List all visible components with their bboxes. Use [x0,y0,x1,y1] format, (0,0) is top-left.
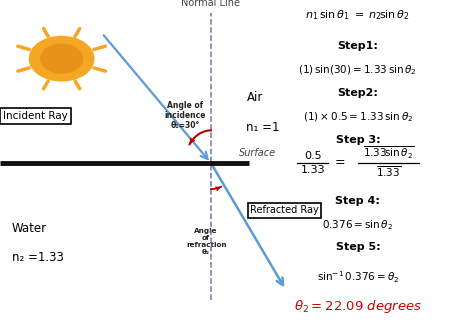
Text: Air: Air [246,91,263,104]
Text: $\overline{1.33}$: $\overline{1.33}$ [376,165,401,179]
Text: Angle
of
refraction
θ₂: Angle of refraction θ₂ [186,228,227,255]
Text: $\overline{1.33\!\sin\theta_2}$: $\overline{1.33\!\sin\theta_2}$ [363,145,414,161]
Text: n₂ =1.33: n₂ =1.33 [12,251,64,264]
Text: Step 3:: Step 3: [336,135,380,145]
Text: Refracted Ray: Refracted Ray [250,205,319,215]
Circle shape [41,44,82,73]
Text: Incident Ray: Incident Ray [3,111,68,121]
Circle shape [29,37,94,81]
Text: Step2:: Step2: [337,88,378,98]
Text: Step 5:: Step 5: [336,242,380,252]
Text: n₁ =1: n₁ =1 [246,121,280,134]
Text: $0.376=\sin\theta_2$: $0.376=\sin\theta_2$ [322,218,393,232]
Text: =: = [335,156,346,170]
Text: Water: Water [12,222,47,235]
Text: $n_1\,\sin\theta_1\;=\;n_2\!\sin\theta_2$: $n_1\,\sin\theta_1\;=\;n_2\!\sin\theta_2… [305,8,410,22]
Text: Step 4:: Step 4: [336,196,380,206]
Text: $(1)\,\sin(30)=1.33\,\sin\theta_2$: $(1)\,\sin(30)=1.33\,\sin\theta_2$ [299,64,417,77]
Text: Surface: Surface [239,148,276,158]
Text: $\theta_2=22.09\ \mathit{degrees}$: $\theta_2=22.09\ \mathit{degrees}$ [294,298,422,315]
Text: $\sin^{-1}0.376=\theta_2$: $\sin^{-1}0.376=\theta_2$ [317,269,399,285]
Text: Step1:: Step1: [337,41,378,51]
Text: Normal Line: Normal Line [182,0,240,8]
Text: 0.5: 0.5 [304,151,322,161]
Text: 1.33: 1.33 [301,165,325,175]
Text: Angle of
incidence
θ₁=30°: Angle of incidence θ₁=30° [164,101,206,130]
Text: $(1)\times0.5=1.33\,\sin\theta_2$: $(1)\times0.5=1.33\,\sin\theta_2$ [303,111,413,125]
